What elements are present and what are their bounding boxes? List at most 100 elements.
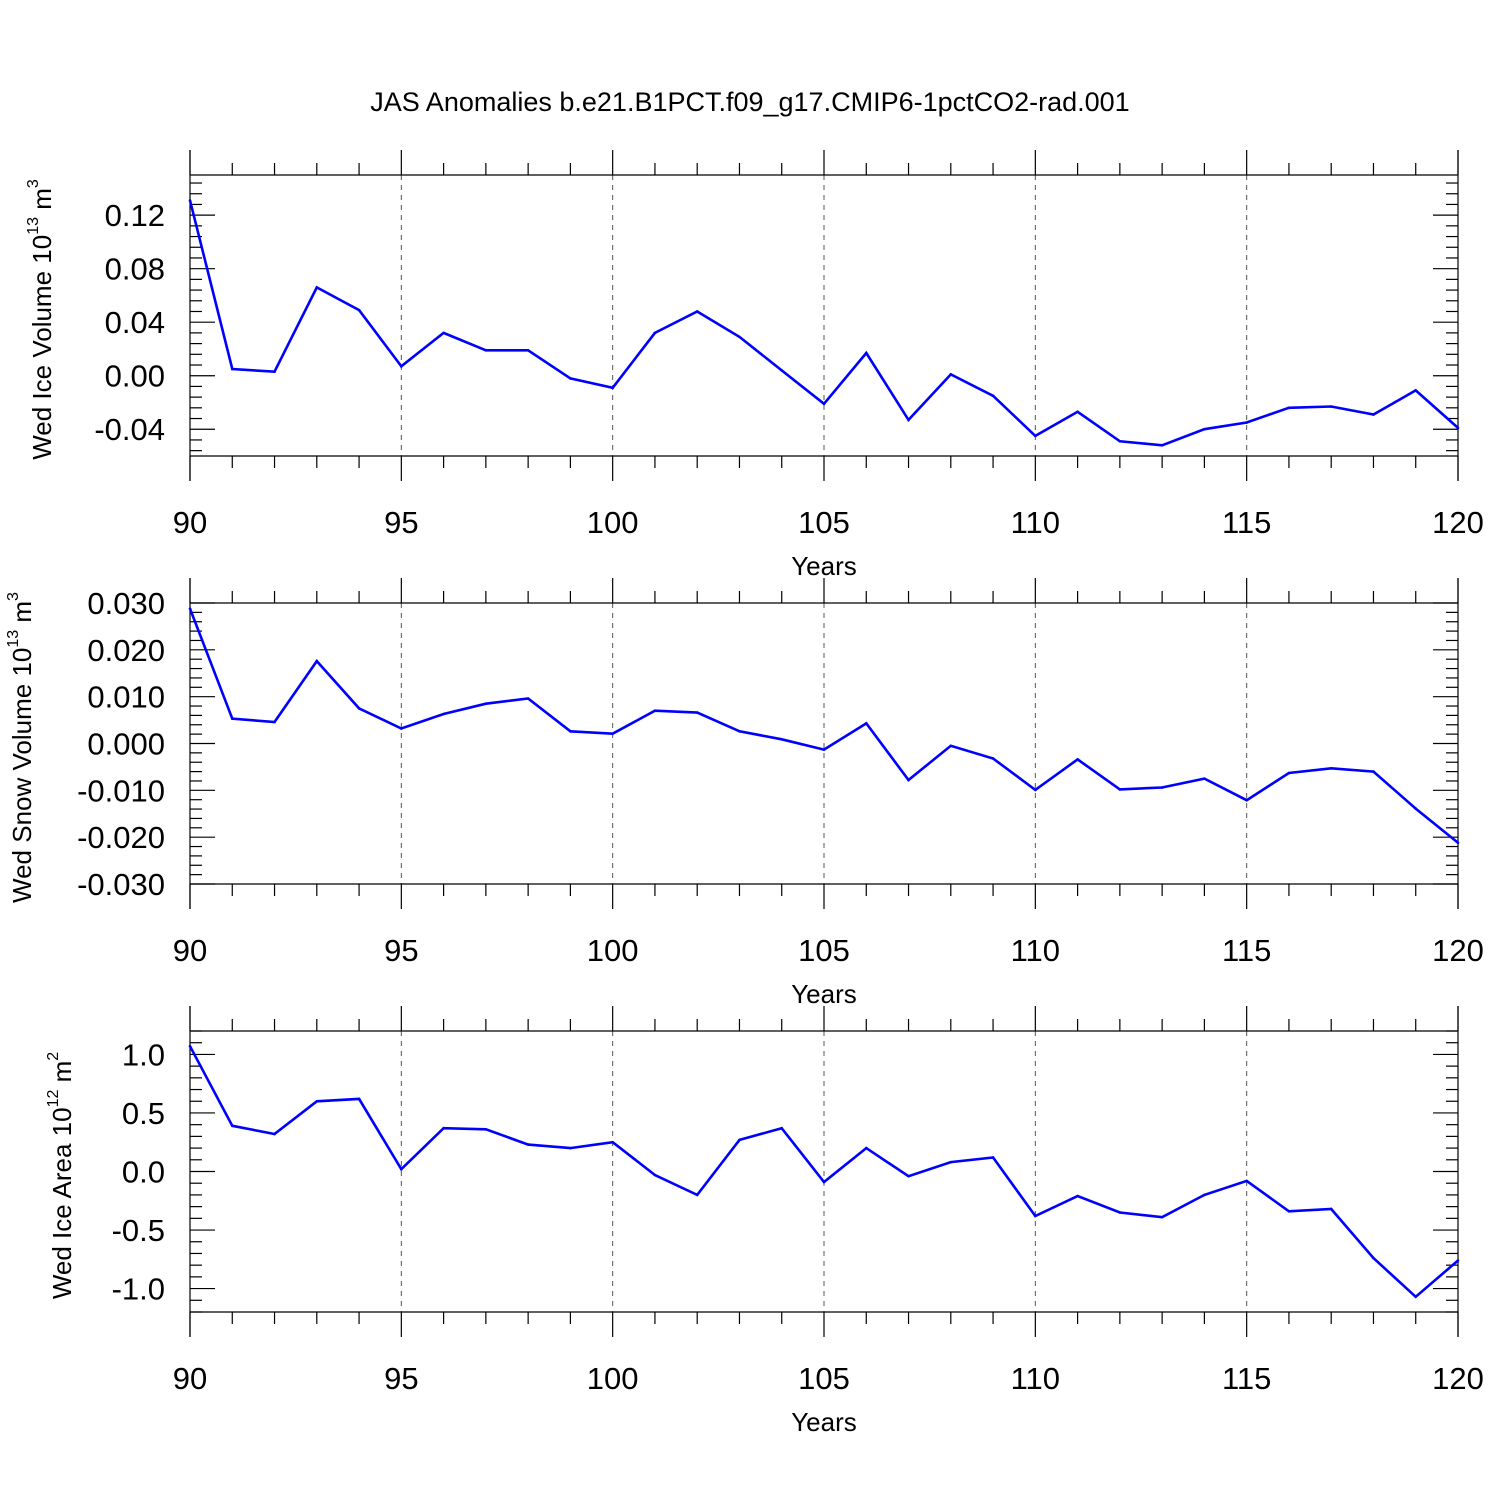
- data-point: [230, 717, 234, 720]
- data-point: [569, 1146, 572, 1150]
- data-point: [526, 1143, 530, 1146]
- data-point: [526, 348, 530, 352]
- x-tick-label: 105: [798, 505, 850, 540]
- y-axis-title-main: Wed Ice Volume 10: [27, 235, 57, 460]
- data-point: [949, 373, 953, 376]
- panel-3: 90 95 100 105 110 115 120 Years 1.0 0.5 0.0 -0.5 -1.…: [45, 1006, 1484, 1437]
- data-point: [738, 730, 741, 733]
- data-point: [357, 707, 361, 710]
- data-point: [653, 331, 657, 335]
- y-axis-title-unit-sup: 3: [5, 592, 22, 601]
- data-point: [1287, 771, 1291, 775]
- x-tick-label: 95: [384, 505, 418, 540]
- data-point: [1372, 413, 1375, 416]
- figure-title: JAS Anomalies b.e21.B1PCT.f09_g17.CMIP6-…: [370, 87, 1129, 117]
- data-point: [991, 394, 995, 398]
- data-point: [230, 1124, 234, 1128]
- x-tick-label: 90: [173, 1361, 207, 1396]
- data-point: [1456, 841, 1460, 845]
- data-point: [442, 712, 445, 716]
- data-point: [1414, 807, 1418, 810]
- data-point: [400, 727, 403, 730]
- data-point: [949, 744, 953, 748]
- data-point: [1329, 1207, 1333, 1211]
- y-axis-title-unit: m: [47, 1061, 77, 1090]
- y-tick-label: -0.5: [112, 1213, 165, 1248]
- y-axis-title-unit: m: [7, 601, 37, 630]
- data-point: [822, 748, 826, 751]
- panel-2: 90 95 100 105 110 115 120 Years 0.030 0.020 0.010 0…: [5, 578, 1484, 1009]
- data-point: [1414, 389, 1418, 392]
- data-point: [1203, 1193, 1206, 1197]
- data-point: [1414, 1295, 1418, 1299]
- data-point: [907, 778, 910, 782]
- y-tick-label: 0.020: [87, 633, 165, 668]
- data-point: [484, 702, 488, 705]
- data-point: [1287, 406, 1291, 410]
- x-tick-label: 95: [384, 1361, 418, 1396]
- data-point: [780, 737, 784, 741]
- data-point: [949, 1160, 953, 1164]
- data-point: [864, 722, 868, 725]
- data-point: [357, 308, 361, 312]
- data-point: [569, 377, 572, 380]
- data-point: [738, 1138, 741, 1142]
- data-point: [653, 709, 657, 713]
- x-tick-label: 115: [1222, 933, 1271, 968]
- data-point: [780, 1126, 784, 1130]
- x-axis-title: Years: [791, 1407, 857, 1437]
- y-axis-title-unit-sup: 2: [45, 1052, 62, 1061]
- data-point: [273, 1132, 276, 1136]
- x-tick-label: 90: [173, 505, 207, 540]
- data-point: [695, 1193, 699, 1197]
- y-tick-label: -0.04: [94, 412, 165, 447]
- x-tick-label: 100: [587, 933, 639, 968]
- data-point: [1372, 770, 1375, 773]
- y-axis-title-main: Wed Snow Volume 10: [7, 648, 37, 903]
- data-point: [484, 348, 488, 352]
- y-tick-label: 0.08: [105, 252, 165, 287]
- data-point: [611, 732, 614, 735]
- y-axis-title-main: Wed Ice Area 10: [47, 1107, 77, 1299]
- data-point: [1034, 434, 1037, 438]
- data-point: [695, 310, 699, 313]
- y-axis-title-sup: 12: [45, 1090, 62, 1108]
- data-point: [1245, 421, 1248, 424]
- y-axis-title: Wed Ice Volume 1013 m3: [25, 179, 57, 460]
- data-point: [1118, 439, 1122, 443]
- y-axis-title-unit: m: [27, 188, 57, 217]
- y-tick-label: -0.020: [77, 820, 165, 855]
- data-point: [1118, 788, 1122, 791]
- data-point: [611, 1140, 614, 1144]
- x-tick-label: 110: [1011, 1361, 1060, 1396]
- data-point: [484, 1128, 488, 1131]
- data-point: [1118, 1211, 1122, 1214]
- x-tick-label: 120: [1432, 505, 1484, 540]
- data-point: [1160, 1215, 1164, 1219]
- y-axis-title-unit-sup: 3: [25, 179, 42, 188]
- y-tick-label: 0.12: [105, 198, 165, 233]
- data-point: [273, 370, 276, 374]
- y-tick-label: 1.0: [122, 1037, 165, 1072]
- data-point: [188, 1044, 192, 1048]
- y-axis-title-sup: 13: [5, 630, 22, 648]
- y-tick-label: 0.04: [105, 305, 165, 340]
- data-point: [188, 607, 192, 610]
- x-tick-label: 90: [173, 933, 207, 968]
- data-point: [442, 331, 445, 335]
- x-tick-label: 120: [1432, 933, 1484, 968]
- data-point: [1203, 777, 1206, 780]
- data-point: [907, 418, 910, 422]
- y-axis-title: Wed Snow Volume 1013 m3: [5, 592, 37, 903]
- data-point: [357, 1097, 361, 1101]
- data-point: [907, 1174, 910, 1178]
- x-tick-label: 115: [1222, 505, 1271, 540]
- data-point: [526, 697, 530, 700]
- data-point: [315, 659, 319, 663]
- data-point: [864, 351, 868, 355]
- data-point: [230, 367, 234, 371]
- data-point: [1076, 1194, 1079, 1198]
- x-tick-label: 110: [1011, 933, 1060, 968]
